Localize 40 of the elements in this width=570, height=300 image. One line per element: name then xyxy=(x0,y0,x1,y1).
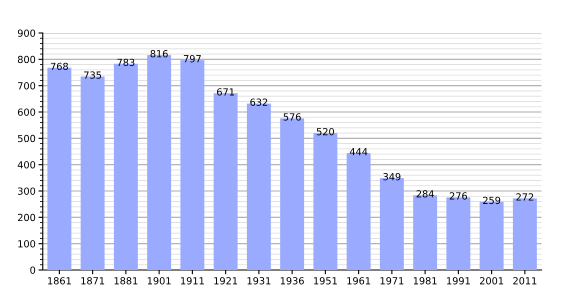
y-tick-label: 500 xyxy=(18,134,36,142)
x-tick-label: 1961 xyxy=(347,277,370,284)
x-tick-label: 1991 xyxy=(447,277,470,284)
y-tick-label: 100 xyxy=(18,240,36,248)
data-label: 632 xyxy=(250,98,268,106)
x-tick-label: 1981 xyxy=(414,277,437,284)
data-label: 276 xyxy=(450,192,468,200)
data-label: 349 xyxy=(383,173,400,180)
data-label: 671 xyxy=(217,88,234,96)
data-label: 272 xyxy=(516,193,534,201)
data-label: 816 xyxy=(150,50,168,58)
y-tick-label: 600 xyxy=(18,108,36,116)
y-tick-label: 300 xyxy=(18,187,36,195)
x-tick-label: 1861 xyxy=(48,277,71,284)
x-tick-label: 1951 xyxy=(314,277,337,284)
data-label: 735 xyxy=(84,71,102,79)
x-tick-label: 1936 xyxy=(280,277,304,284)
x-tick-label: 2001 xyxy=(480,277,504,284)
x-tick-label: 1921 xyxy=(214,277,238,284)
x-tick-label: 1971 xyxy=(380,277,404,284)
y-tick-label: 800 xyxy=(18,56,36,64)
data-label: 768 xyxy=(50,62,68,70)
data-label: 520 xyxy=(316,128,334,136)
data-label: 797 xyxy=(184,55,201,62)
data-label: 259 xyxy=(483,196,500,204)
x-tick-label: 1881 xyxy=(114,277,138,284)
x-tick-label: 1931 xyxy=(248,277,270,284)
data-label: 444 xyxy=(350,148,368,156)
y-tick-label: 200 xyxy=(18,214,36,222)
y-tick-label: 400 xyxy=(18,161,36,168)
y-tick-label: 900 xyxy=(18,29,36,37)
x-tick-label: 1911 xyxy=(181,277,204,284)
data-label: 284 xyxy=(416,190,434,198)
x-tick-label: 1871 xyxy=(81,277,104,284)
data-label: 783 xyxy=(117,58,134,66)
x-tick-label: 1901 xyxy=(148,277,171,284)
data-label: 576 xyxy=(284,113,301,121)
y-tick-label: 0 xyxy=(30,266,36,274)
y-tick-label: 700 xyxy=(18,82,36,90)
x-tick-label: 2011 xyxy=(513,277,536,284)
